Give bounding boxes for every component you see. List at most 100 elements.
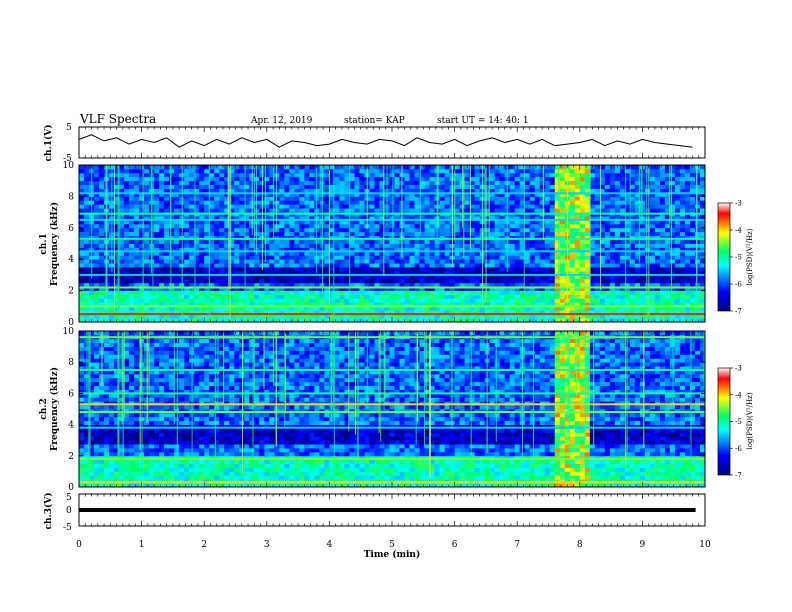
spectrogram-cell <box>684 290 691 295</box>
spectrogram-cell <box>99 247 105 252</box>
spectrogram-cell <box>264 219 270 225</box>
spectrogram-cell <box>464 290 471 295</box>
spectrogram-cell <box>189 196 195 201</box>
spectrogram-cell <box>674 176 681 182</box>
spectrogram-cell <box>429 176 435 182</box>
spectrogram-cell <box>584 270 591 276</box>
spectrogram-cell <box>409 255 415 260</box>
spectrogram-cell <box>589 247 596 252</box>
spectrogram-cell <box>354 216 360 221</box>
spectrogram-cell <box>99 239 105 244</box>
spectrogram-cell <box>519 165 526 170</box>
spectrogram-cell <box>109 306 115 311</box>
spectrogram-cell <box>674 180 681 186</box>
spectrogram-cell <box>649 223 656 229</box>
spectrogram-cell <box>689 294 696 299</box>
spectrogram-cell <box>484 306 491 311</box>
spectrogram-cell <box>344 180 350 186</box>
spectrogram-cell <box>289 286 295 292</box>
spectrogram-cell <box>174 302 180 307</box>
spectrogram-cell <box>284 318 290 323</box>
spectrogram-cell <box>394 310 400 315</box>
spectrogram-cell <box>289 192 295 197</box>
spectrogram-cell <box>639 184 646 189</box>
spectrogram-cell <box>589 282 596 288</box>
spectrogram-cell <box>219 172 225 178</box>
spectrogram-cell <box>624 165 631 170</box>
spectrogram-cell <box>219 216 225 221</box>
spectrogram-cell <box>154 255 160 260</box>
spectrogram-cell <box>539 267 546 272</box>
spectrogram-cell <box>269 274 275 280</box>
spectrogram-cell <box>169 165 175 170</box>
spectrogram-cell <box>364 263 370 268</box>
spectrogram-cell <box>624 255 631 260</box>
spectrogram-cell <box>389 180 395 186</box>
spectrogram-cell <box>604 192 611 197</box>
spectrogram-cell <box>594 302 601 307</box>
spectrogram-cell <box>574 274 581 280</box>
spectrogram-cell <box>249 302 255 307</box>
spectrogram-cell <box>689 314 696 319</box>
spectrogram-cell <box>474 172 481 178</box>
spectrogram-cell <box>549 286 556 292</box>
spectrogram-cell <box>239 247 245 252</box>
spectrogram-cell <box>319 176 325 182</box>
spectrogram-cell <box>234 200 240 205</box>
spectrogram-cell <box>279 259 285 264</box>
spectrogram-cell <box>439 314 445 319</box>
spectrogram-cell <box>544 192 551 197</box>
spectrogram-cell <box>429 188 435 193</box>
spectrogram-cell <box>204 165 210 170</box>
spectrogram-cell <box>124 165 130 170</box>
spectrogram-cell <box>119 176 125 182</box>
spectrogram-cell <box>409 196 415 201</box>
spectrogram-cell <box>649 255 656 260</box>
spectrogram-cell <box>419 231 425 237</box>
spectrogram-cell <box>219 188 225 193</box>
spectrogram-cell <box>324 184 330 189</box>
spectrogram-cell <box>124 274 130 280</box>
spectrogram-cell <box>609 306 616 311</box>
spectrogram-cell <box>619 165 626 170</box>
spectrogram-cell <box>529 318 536 323</box>
spectrogram-cell <box>584 172 591 178</box>
spectrogram-cell <box>369 231 375 237</box>
spectrogram-cell <box>634 231 641 237</box>
spectrogram-cell <box>84 251 90 256</box>
spectrogram-cell <box>469 298 476 303</box>
spectrogram-cell <box>544 200 551 205</box>
spectrogram-cell <box>639 274 646 280</box>
spectrogram-cell <box>509 255 516 260</box>
spectrogram-cell <box>279 278 285 284</box>
spectrogram-cell <box>614 282 621 288</box>
spectrogram-cell <box>374 243 380 248</box>
spectrogram-cell <box>339 259 345 264</box>
spectrogram-cell <box>659 180 666 186</box>
spectrogram-cell <box>324 176 330 182</box>
spectrogram-cell <box>294 219 300 225</box>
spectrogram-cell <box>534 184 541 189</box>
spectrogram-cell <box>164 274 170 280</box>
spectrogram-cell <box>454 184 461 189</box>
spectrogram-cell <box>424 188 430 193</box>
spectrogram-cell <box>284 192 290 197</box>
spectrogram-cell <box>419 172 425 178</box>
spectrogram-cell <box>594 270 601 276</box>
spectrogram-cell <box>644 204 651 209</box>
spectrogram-cell <box>414 204 420 209</box>
spectrogram-cell <box>329 216 335 221</box>
spectrogram-cell <box>639 267 646 272</box>
spectrogram-cell <box>434 294 440 299</box>
spectrogram-cell <box>199 200 205 205</box>
spectrogram-cell <box>329 270 335 276</box>
spectrogram-cell <box>159 192 165 197</box>
spectrogram-cell <box>384 306 390 311</box>
spectrogram-cell <box>194 188 200 193</box>
spectrogram-cell <box>269 184 275 189</box>
spectrogram-cell <box>214 219 220 225</box>
spectrogram-cell <box>159 251 165 256</box>
spectrogram-cell <box>624 318 631 323</box>
spectrogram-cell <box>369 270 375 276</box>
spectrogram-cell <box>154 239 160 244</box>
